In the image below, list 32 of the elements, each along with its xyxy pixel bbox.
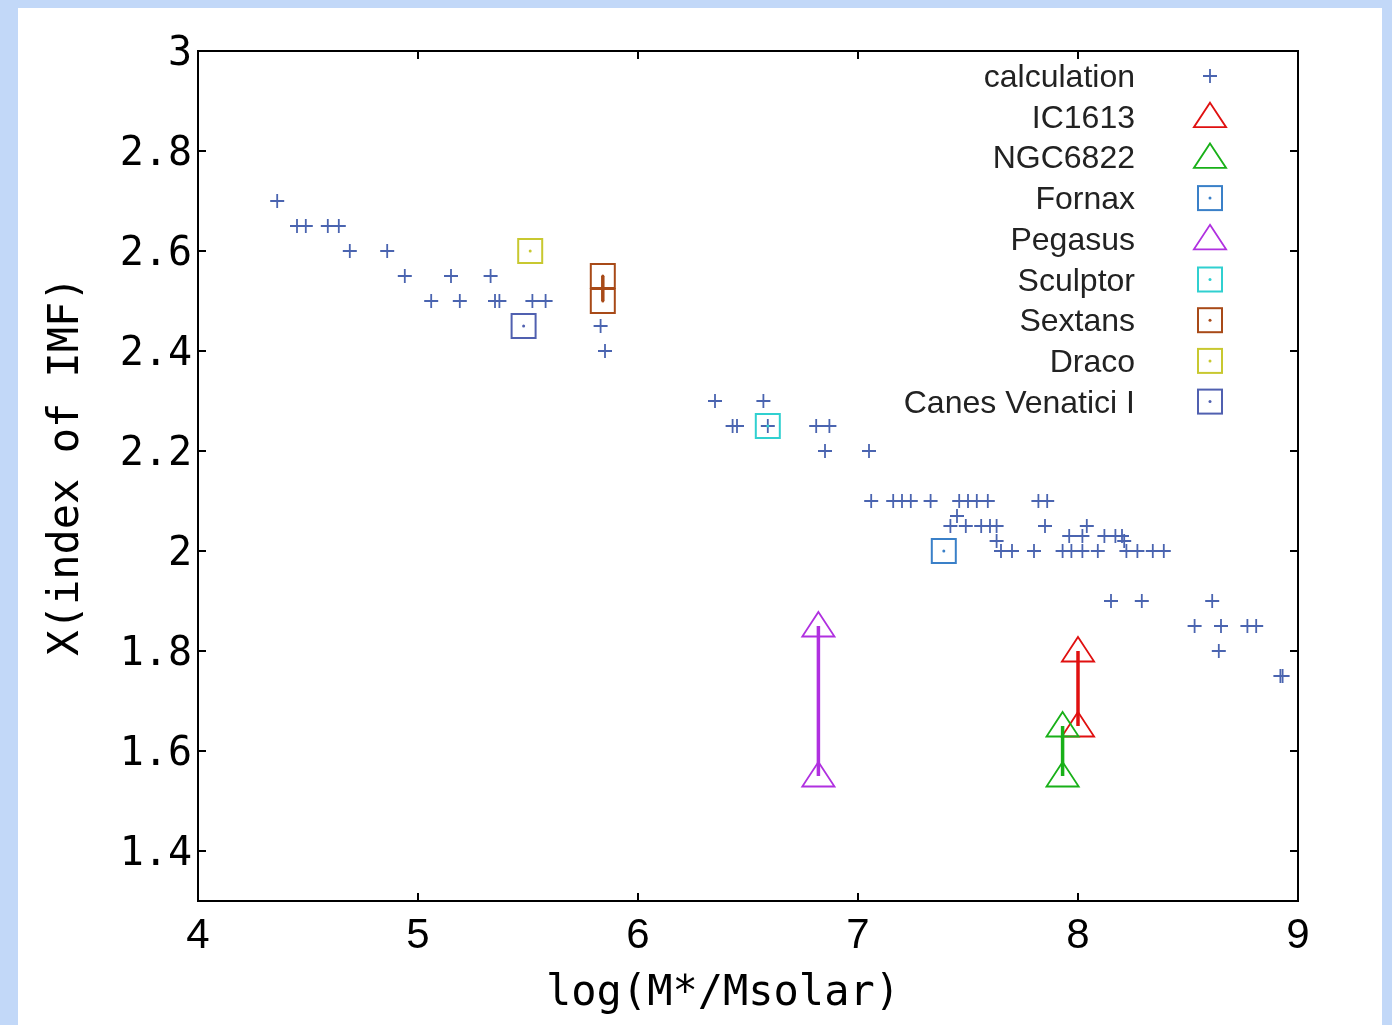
y-tick-label: 2.4 bbox=[119, 328, 192, 374]
y-tick-label: 2.6 bbox=[119, 228, 192, 274]
x-tick-label: 8 bbox=[1066, 910, 1090, 957]
x-tick-label: 9 bbox=[1286, 910, 1310, 957]
y-tick-label: 2 bbox=[167, 528, 192, 574]
x-axis-title: log(M*/Msolar) bbox=[545, 966, 901, 1015]
legend-label: Canes Venatici I bbox=[903, 383, 1135, 420]
legend-label: calculation bbox=[983, 58, 1135, 94]
legend-label: Pegasus bbox=[1010, 220, 1135, 257]
y-tick-label: 1.4 bbox=[119, 828, 192, 874]
legend-label: NGC6822 bbox=[992, 139, 1135, 176]
legend-label: Draco bbox=[1049, 342, 1135, 379]
x-tick-label: 7 bbox=[846, 910, 870, 957]
y-tick-label: 2.8 bbox=[119, 128, 192, 174]
point bbox=[754, 413, 781, 439]
point bbox=[510, 313, 537, 339]
point bbox=[930, 538, 957, 564]
legend-label: Sculptor bbox=[1017, 261, 1136, 298]
point bbox=[589, 288, 616, 314]
point bbox=[589, 263, 616, 289]
x-tick-label: 4 bbox=[186, 910, 210, 957]
y-tick-label: 1.6 bbox=[119, 728, 192, 774]
legend-label: Fornax bbox=[1035, 180, 1135, 217]
point bbox=[517, 238, 544, 264]
legend-label: Sextans bbox=[1019, 302, 1135, 339]
x-tick-label: 5 bbox=[406, 910, 430, 957]
y-tick-label: 3 bbox=[167, 28, 192, 74]
y-tick-label: 1.8 bbox=[119, 628, 192, 674]
x-tick-label: 6 bbox=[626, 910, 650, 957]
legend-label: IC1613 bbox=[1031, 98, 1135, 135]
y-tick-label: 2.2 bbox=[119, 428, 192, 474]
y-axis-title: X(index of IMF) bbox=[39, 276, 88, 656]
